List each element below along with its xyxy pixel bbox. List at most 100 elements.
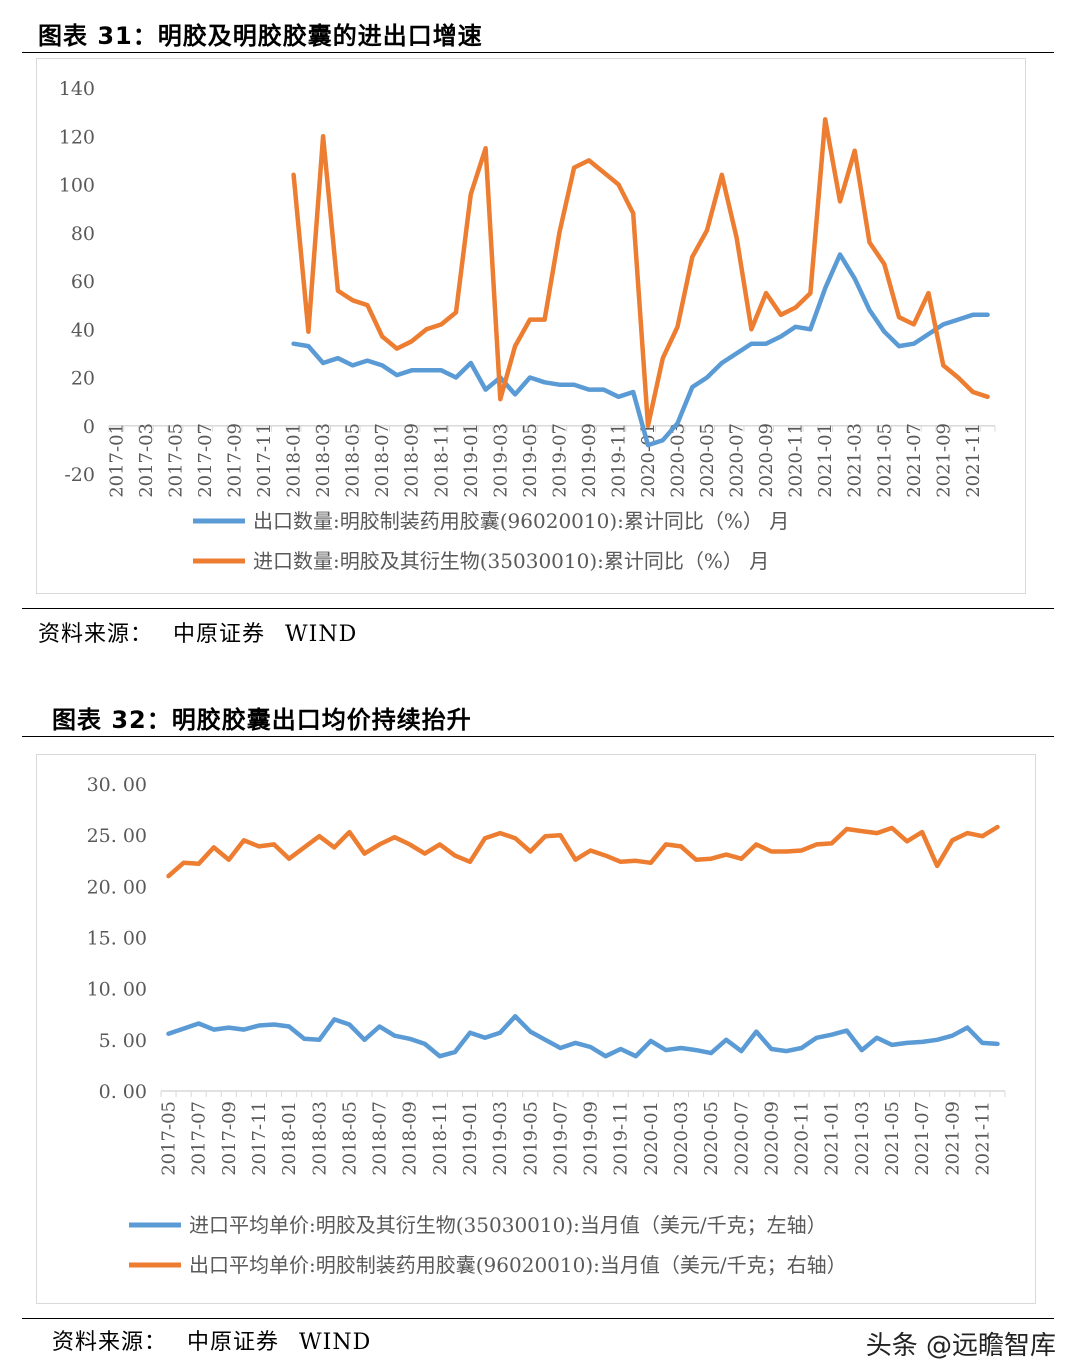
x-tick-label: 2017-03 — [136, 423, 157, 498]
x-tick-label: 2018-09 — [402, 423, 423, 498]
x-tick-label: 2017-07 — [195, 423, 216, 498]
source-db: WIND — [299, 1330, 372, 1355]
x-tick-label: 2018-05 — [343, 423, 364, 498]
figure-32-source: 资料来源： 中原证券 WIND — [52, 1324, 391, 1356]
x-tick-label: 2017-09 — [219, 1101, 240, 1176]
y-tick-label: 10. 00 — [87, 979, 147, 1001]
x-tick-label: 2018-11 — [430, 1101, 451, 1176]
x-tick-label: 2021-05 — [882, 1101, 903, 1176]
y-tick-label: 100 — [59, 175, 95, 197]
y-tick-label: 80 — [71, 223, 95, 245]
x-tick-label: 2017-01 — [106, 423, 127, 498]
x-tick-label: 2020-03 — [671, 1101, 692, 1176]
x-tick-label: 2021-05 — [874, 423, 895, 498]
x-tick-label: 2020-05 — [697, 423, 718, 498]
x-tick-label: 2019-07 — [549, 423, 570, 498]
series-line-2 — [166, 824, 1000, 879]
chart-31-frame: 140 120 100 80 60 40 20 0 -20 2017-01 2017-03 2017-… — [36, 58, 1026, 594]
series-line-1 — [291, 252, 990, 448]
x-tick-label: 2021-11 — [963, 423, 984, 498]
x-tick-label: 2017-05 — [159, 1101, 180, 1176]
chart-31: 140 120 100 80 60 40 20 0 -20 2017-01 2017-03 2017-… — [59, 78, 996, 573]
x-tick-label: 2019-01 — [460, 1101, 481, 1176]
legend-label-2: 出口平均单价:明胶制装药用胶囊(96020010):当月值（美元/千克；右轴） — [189, 1253, 847, 1277]
x-tick-label: 2020-09 — [756, 423, 777, 498]
y-tick-label: 0. 00 — [99, 1081, 147, 1103]
x-tick-label: 2021-01 — [815, 423, 836, 498]
series-line-1 — [166, 1014, 1000, 1059]
x-tick-label: 2019-07 — [550, 1101, 571, 1176]
x-tick-label: 2021-01 — [822, 1101, 843, 1176]
y-tick-label: 30. 00 — [87, 774, 147, 796]
x-tick-label: 2017-11 — [254, 423, 275, 498]
x-tick-label: 2021-07 — [912, 1101, 933, 1176]
x-tick-label: 2018-01 — [279, 1101, 300, 1176]
x-tick-label: 2018-11 — [431, 423, 452, 498]
x-tick-label: 2020-05 — [701, 1101, 722, 1176]
figure-31-bottom-rule — [22, 608, 1054, 609]
x-tick-label: 2020-01 — [638, 423, 659, 498]
chart-32-frame: 30. 00 25. 00 20. 00 15. 00 10. 00 5. 00 0. 00… — [36, 754, 1036, 1304]
x-tick-label: 2019-05 — [520, 423, 541, 498]
x-tick-label: 2018-03 — [309, 1101, 330, 1176]
chart-32: 30. 00 25. 00 20. 00 15. 00 10. 00 5. 00 0. 00… — [87, 774, 1006, 1277]
source-label: 资料来源： — [52, 1330, 168, 1355]
x-tick-label: 2018-03 — [313, 423, 334, 498]
y-tick-label: 140 — [59, 78, 95, 100]
x-tick-label: 2018-09 — [400, 1101, 421, 1176]
x-tick-label: 2017-11 — [249, 1101, 270, 1176]
y-tick-label: 60 — [71, 271, 95, 293]
x-tick-label: 2019-11 — [611, 1101, 632, 1176]
x-tick-label: 2017-05 — [165, 423, 186, 498]
x-tick-label: 2021-07 — [904, 423, 925, 498]
watermark: 头条 @远瞻智库 — [865, 1331, 1056, 1361]
y-tick-label: 0 — [83, 416, 95, 438]
x-tick-label: 2021-09 — [933, 423, 954, 498]
legend-label-2: 进口数量:明胶及其衍生物(35030010):累计同比（%） 月 — [253, 549, 769, 573]
x-tick-label: 2019-05 — [520, 1101, 541, 1176]
x-tick-label: 2020-11 — [792, 1101, 813, 1176]
figure-32-bottom-rule — [22, 1318, 1054, 1319]
x-tick-label: 2020-09 — [761, 1101, 782, 1176]
x-tick-label: 2017-09 — [225, 423, 246, 498]
x-tick-label: 2020-07 — [731, 1101, 752, 1176]
x-tick-label: 2019-03 — [490, 423, 511, 498]
x-tick-label: 2020-01 — [641, 1101, 662, 1176]
figure-32-title: 图表 32：明胶胶囊出口均价持续抬升 — [52, 706, 472, 734]
x-tick-label: 2019-09 — [579, 423, 600, 498]
x-tick-label: 2018-07 — [370, 1101, 391, 1176]
x-tick-label: 2018-01 — [284, 423, 305, 498]
source-db: WIND — [285, 622, 358, 647]
x-tick-label: 2019-09 — [581, 1101, 602, 1176]
x-tick-label: 2018-05 — [339, 1101, 360, 1176]
x-tick-label: 2021-03 — [845, 423, 866, 498]
source-org: 中原证券 — [173, 622, 266, 647]
y-tick-label: 120 — [59, 126, 95, 148]
x-tick-label: 2017-07 — [189, 1101, 210, 1176]
x-tick-label: 2020-11 — [786, 423, 807, 498]
figure-31-top-rule — [22, 52, 1054, 53]
y-tick-label: 15. 00 — [87, 928, 147, 950]
x-tick-label: 2021-11 — [972, 1101, 993, 1176]
y-tick-label: 5. 00 — [99, 1030, 147, 1052]
x-tick-label: 2020-07 — [727, 423, 748, 498]
figure-31-title: 图表 31：明胶及明胶胶囊的进出口增速 — [38, 22, 483, 50]
figure-31-source: 资料来源： 中原证券 WIND — [38, 616, 377, 648]
x-tick-label: 2019-01 — [461, 423, 482, 498]
legend-label-1: 出口数量:明胶制装药用胶囊(96020010):累计同比（%） 月 — [253, 509, 789, 533]
x-tick-label: 2021-03 — [852, 1101, 873, 1176]
x-tick-label: 2019-03 — [490, 1101, 511, 1176]
x-tick-label: 2021-09 — [942, 1101, 963, 1176]
x-tick-label: 2019-11 — [608, 423, 629, 498]
series-line-2 — [291, 117, 990, 429]
y-tick-label: 20 — [71, 368, 95, 390]
source-label: 资料来源： — [38, 622, 154, 647]
x-tick-label: 2018-07 — [372, 423, 393, 498]
legend-label-1: 进口平均单价:明胶及其衍生物(35030010):当月值（美元/千克；左轴） — [189, 1213, 827, 1237]
y-tick-label: 20. 00 — [87, 876, 147, 898]
x-tick-label: 2020-03 — [668, 423, 689, 498]
y-tick-label: 40 — [71, 319, 95, 341]
source-org: 中原证券 — [187, 1330, 280, 1355]
y-tick-label: -20 — [64, 464, 95, 486]
y-tick-label: 25. 00 — [87, 825, 147, 847]
